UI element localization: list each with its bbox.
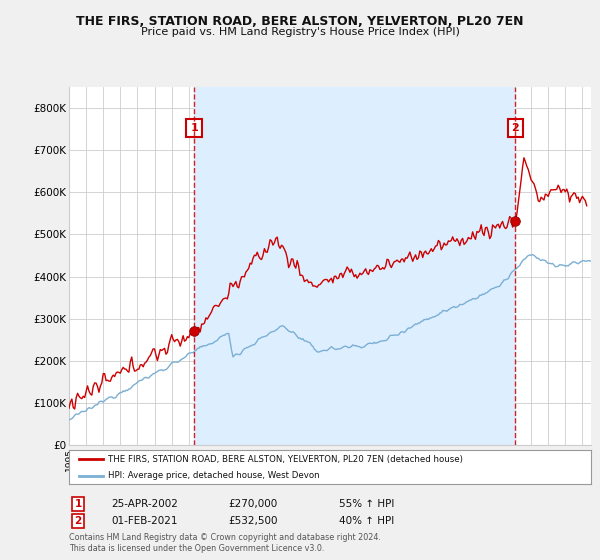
Text: Price paid vs. HM Land Registry's House Price Index (HPI): Price paid vs. HM Land Registry's House …: [140, 27, 460, 38]
Text: 2: 2: [74, 516, 82, 526]
Text: 1: 1: [74, 499, 82, 509]
Text: Contains HM Land Registry data © Crown copyright and database right 2024.
This d: Contains HM Land Registry data © Crown c…: [69, 534, 381, 553]
Text: 55% ↑ HPI: 55% ↑ HPI: [339, 499, 394, 509]
Text: 1: 1: [190, 123, 198, 133]
Text: 25-APR-2002: 25-APR-2002: [111, 499, 178, 509]
Bar: [194, 87, 515, 445]
Text: 2: 2: [511, 123, 519, 133]
Text: THE FIRS, STATION ROAD, BERE ALSTON, YELVERTON, PL20 7EN: THE FIRS, STATION ROAD, BERE ALSTON, YEL…: [76, 15, 524, 28]
Text: 01-FEB-2021: 01-FEB-2021: [111, 516, 178, 526]
Text: HPI: Average price, detached house, West Devon: HPI: Average price, detached house, West…: [108, 471, 320, 480]
Text: £532,500: £532,500: [228, 516, 277, 526]
Text: THE FIRS, STATION ROAD, BERE ALSTON, YELVERTON, PL20 7EN (detached house): THE FIRS, STATION ROAD, BERE ALSTON, YEL…: [108, 455, 463, 464]
Text: £270,000: £270,000: [228, 499, 277, 509]
Text: 40% ↑ HPI: 40% ↑ HPI: [339, 516, 394, 526]
